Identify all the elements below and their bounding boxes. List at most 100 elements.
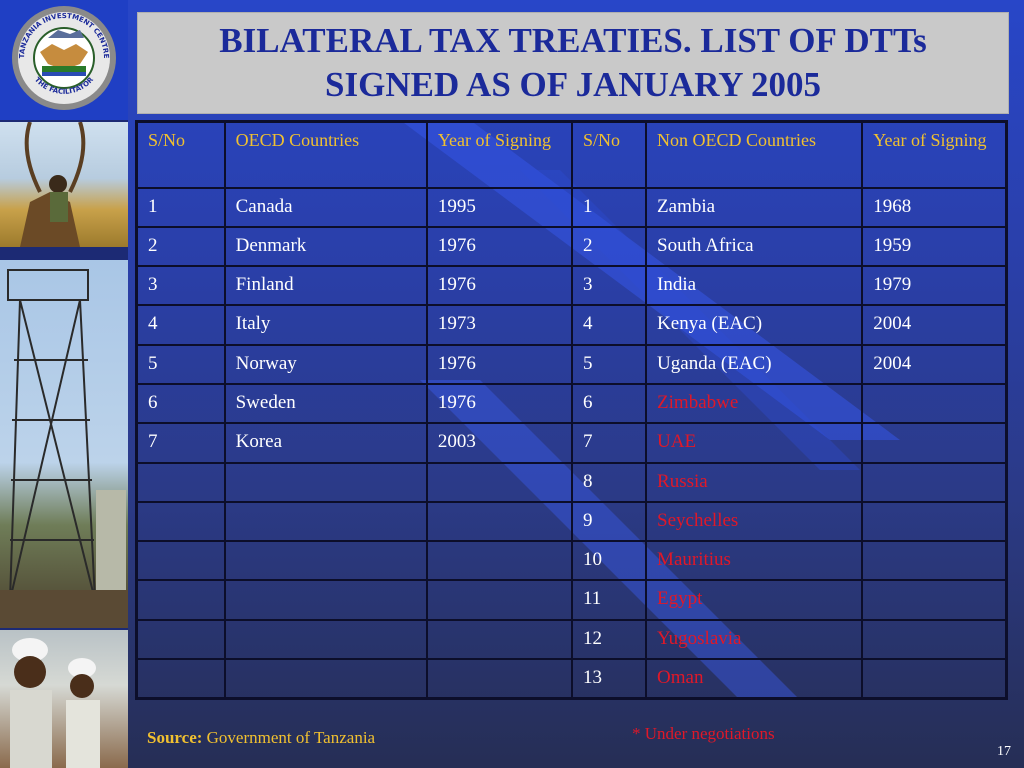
table-row: 5 Norway 1976 5 Uganda (EAC) 2004: [135, 343, 1008, 385]
oecd-sno: [135, 579, 226, 621]
oecd-year: [425, 500, 573, 543]
dtt-table: S/No OECD Countries Year of Signing S/No…: [135, 120, 1008, 700]
page-number: 17: [997, 744, 1011, 759]
source-note: Source: Government of Tanzania: [147, 728, 375, 748]
oecd-sno: 6: [135, 382, 226, 425]
non-oecd-year: [861, 579, 1008, 621]
non-oecd-sno: 3: [570, 265, 648, 307]
oecd-sno: 3: [135, 265, 226, 307]
oecd-year: 1995: [425, 186, 573, 228]
slide-title: BILATERAL TAX TREATIES. LIST OF DTTs SIG…: [219, 21, 927, 104]
oecd-sno: 7: [135, 422, 226, 464]
mine-headframe-photo: [0, 260, 128, 628]
oecd-sno: [135, 658, 226, 700]
table-row: 1 Canada 1995 1 Zambia 1968: [135, 186, 1008, 228]
oecd-sno: 1: [135, 186, 226, 228]
source-text: Government of Tanzania: [206, 728, 376, 747]
non-oecd-sno: 11: [570, 579, 648, 621]
non-oecd-country-under-negotiation: UAE: [645, 422, 864, 464]
oecd-country: Italy: [223, 304, 428, 346]
oecd-year: [425, 461, 573, 503]
non-oecd-sno: 5: [570, 343, 648, 385]
non-oecd-sno: 4: [570, 304, 648, 346]
non-oecd-year: [861, 540, 1008, 582]
kudu-hunter-photo: [0, 122, 128, 247]
oecd-country: Canada: [223, 186, 428, 228]
non-oecd-sno: 10: [570, 540, 648, 582]
header-non-oecd-sno: S/No: [570, 120, 648, 189]
non-oecd-country-under-negotiation: Russia: [645, 461, 864, 503]
negotiation-footnote: * Under negotiations: [632, 724, 775, 743]
non-oecd-country-under-negotiation: Mauritius: [645, 540, 864, 582]
table-header-row: S/No OECD Countries Year of Signing S/No…: [135, 120, 1008, 189]
non-oecd-country: Kenya (EAC): [645, 304, 864, 346]
non-oecd-year: [861, 382, 1008, 425]
handshake-logo-icon: TANZANIA INVESTMENT CENTRE THE FACILITAT…: [12, 6, 116, 110]
oecd-country: Denmark: [223, 225, 428, 268]
non-oecd-year: 1968: [861, 186, 1008, 228]
non-oecd-sno: 6: [570, 382, 648, 425]
non-oecd-country: India: [645, 265, 864, 307]
non-oecd-sno: 7: [570, 422, 648, 464]
oecd-sno: 4: [135, 304, 226, 346]
oecd-country: Norway: [223, 343, 428, 385]
table-row: 7 Korea 2003 7 UAE: [135, 422, 1008, 464]
oecd-sno: [135, 461, 226, 503]
oecd-year: 1976: [425, 265, 573, 307]
non-oecd-year: [861, 500, 1008, 543]
oecd-country: [223, 579, 428, 621]
header-non-oecd-year: Year of Signing: [861, 120, 1008, 189]
photo-strip: TANZANIA INVESTMENT CENTRE THE FACILITAT…: [0, 0, 128, 768]
header-oecd-sno: S/No: [135, 120, 226, 189]
non-oecd-country-under-negotiation: Egypt: [645, 579, 864, 621]
oecd-year: [425, 658, 573, 700]
oecd-sno: [135, 540, 226, 582]
oecd-country: Sweden: [223, 382, 428, 425]
non-oecd-year: 2004: [861, 343, 1008, 385]
table-row: 9 Seychelles: [135, 500, 1008, 543]
oecd-country: [223, 461, 428, 503]
non-oecd-year: [861, 658, 1008, 700]
non-oecd-year: 1959: [861, 225, 1008, 268]
non-oecd-country: Zambia: [645, 186, 864, 228]
oecd-country: [223, 618, 428, 661]
logo-panel: TANZANIA INVESTMENT CENTRE THE FACILITAT…: [0, 0, 128, 120]
non-oecd-year: [861, 618, 1008, 661]
oecd-year: 1976: [425, 382, 573, 425]
non-oecd-country: South Africa: [645, 225, 864, 268]
table-row: 2 Denmark 1976 2 South Africa 1959: [135, 225, 1008, 268]
header-oecd-countries: OECD Countries: [223, 120, 428, 189]
non-oecd-country-under-negotiation: Yugoslavia: [645, 618, 864, 661]
oecd-year: [425, 540, 573, 582]
oecd-sno: [135, 500, 226, 543]
oecd-sno: 5: [135, 343, 226, 385]
header-oecd-year: Year of Signing: [425, 120, 573, 189]
oecd-sno: [135, 618, 226, 661]
oecd-sno: 2: [135, 225, 226, 268]
mine-workers-photo: [0, 630, 128, 768]
header-non-oecd-countries: Non OECD Countries: [645, 120, 864, 189]
table-row: 12 Yugoslavia: [135, 618, 1008, 661]
table-row: 8 Russia: [135, 461, 1008, 503]
non-oecd-sno: 13: [570, 658, 648, 700]
oecd-country: Finland: [223, 265, 428, 307]
non-oecd-country-under-negotiation: Oman: [645, 658, 864, 700]
oecd-year: [425, 618, 573, 661]
table-row: 3 Finland 1976 3 India 1979: [135, 265, 1008, 307]
oecd-year: [425, 579, 573, 621]
oecd-year: 1976: [425, 343, 573, 385]
table-row: 6 Sweden 1976 6 Zimbabwe: [135, 382, 1008, 425]
non-oecd-country-under-negotiation: Zimbabwe: [645, 382, 864, 425]
oecd-year: 1973: [425, 304, 573, 346]
table-row: 11 Egypt: [135, 579, 1008, 621]
non-oecd-country-under-negotiation: Seychelles: [645, 500, 864, 543]
non-oecd-year: 2004: [861, 304, 1008, 346]
table-row: 10 Mauritius: [135, 540, 1008, 582]
non-oecd-sno: 8: [570, 461, 648, 503]
non-oecd-sno: 2: [570, 225, 648, 268]
non-oecd-year: 1979: [861, 265, 1008, 307]
oecd-country: Korea: [223, 422, 428, 464]
source-label: Source:: [147, 728, 203, 747]
table-row: 4 Italy 1973 4 Kenya (EAC) 2004: [135, 304, 1008, 346]
